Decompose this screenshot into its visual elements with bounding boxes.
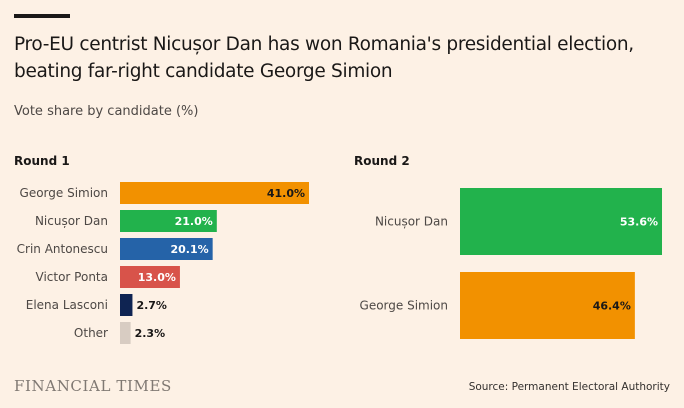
- bar-r2-nicu-or-dan: [460, 188, 662, 255]
- value-label-r2: 53.6%: [620, 216, 658, 229]
- bar-r1-george-simion: [120, 182, 309, 204]
- value-label-r1: 2.7%: [136, 299, 167, 312]
- top-rule: [14, 14, 70, 18]
- round-2-title: Round 2: [354, 154, 410, 168]
- value-label-r1: 21.0%: [175, 215, 213, 228]
- category-label-r2: Nicușor Dan: [375, 215, 448, 229]
- value-label-r2: 46.4%: [593, 300, 631, 313]
- bar-r1-nicu-or-dan: [120, 210, 217, 232]
- bar-r1-crin-antonescu: [120, 238, 213, 260]
- value-label-r1: 20.1%: [170, 243, 208, 256]
- category-label-r1: Crin Antonescu: [17, 242, 108, 256]
- bar-r2-george-simion: [460, 272, 635, 339]
- bar-r1-other: [120, 322, 131, 344]
- source-note: Source: Permanent Electoral Authority: [468, 381, 670, 393]
- value-label-r1: 41.0%: [267, 187, 305, 200]
- category-label-r1: Nicușor Dan: [35, 214, 108, 228]
- category-label-r2: George Simion: [360, 299, 448, 313]
- value-label-r1: 13.0%: [138, 271, 176, 284]
- bar-r1-elena-lasconi: [120, 294, 133, 316]
- category-label-r1: George Simion: [20, 186, 108, 200]
- category-label-r1: Other: [74, 326, 108, 340]
- chart-title: Pro-EU centrist Nicușor Dan has won Roma…: [14, 34, 634, 82]
- ft-logo: FINANCIAL TIMES: [14, 377, 172, 395]
- round-1-title: Round 1: [14, 154, 70, 168]
- chart-subtitle: Vote share by candidate (%): [14, 104, 199, 119]
- category-label-r1: Elena Lasconi: [26, 298, 108, 312]
- bar-r1-victor-ponta: [120, 266, 180, 288]
- category-label-r1: Victor Ponta: [36, 270, 109, 284]
- value-label-r1: 2.3%: [135, 327, 166, 340]
